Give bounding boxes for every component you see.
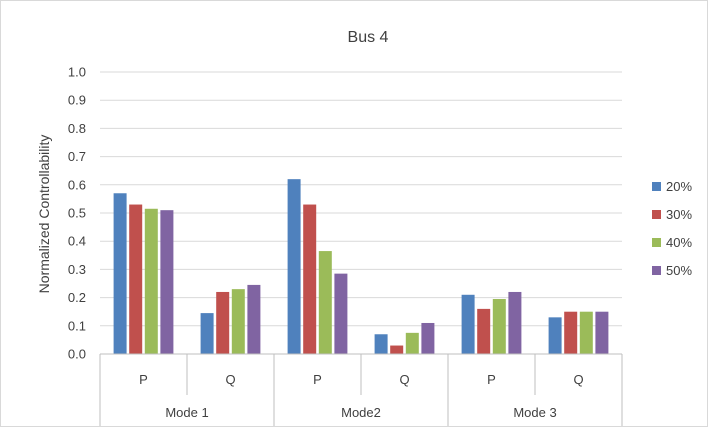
y-tick-label: 0.2 xyxy=(68,290,86,305)
bar xyxy=(477,308,491,354)
y-axis-label: Normalized Controllability xyxy=(36,135,52,294)
y-tick-label: 0.6 xyxy=(68,177,86,192)
x-category-label: P xyxy=(487,372,496,387)
x-category-label: Q xyxy=(573,372,583,387)
bars xyxy=(113,179,609,354)
bar xyxy=(129,204,143,354)
legend-swatch xyxy=(652,238,661,247)
bar xyxy=(287,179,301,354)
bar xyxy=(548,317,562,354)
bar xyxy=(231,289,245,354)
legend-label: 30% xyxy=(666,207,692,222)
y-tick-label: 0.7 xyxy=(68,149,86,164)
legend-swatch xyxy=(652,266,661,275)
bar xyxy=(160,210,174,354)
legend-label: 20% xyxy=(666,179,692,194)
bar xyxy=(390,345,404,354)
x-group-label: Mode 1 xyxy=(165,405,208,420)
x-category-label: P xyxy=(313,372,322,387)
y-tick-label: 0.3 xyxy=(68,262,86,277)
legend-swatch xyxy=(652,182,661,191)
bar xyxy=(492,299,506,354)
bar xyxy=(318,251,332,354)
bar xyxy=(216,291,230,354)
y-tick-label: 0.8 xyxy=(68,121,86,136)
bar xyxy=(113,193,127,354)
bar xyxy=(144,208,158,354)
bar xyxy=(200,313,214,354)
legend-label: 40% xyxy=(666,235,692,250)
x-group-label: Mode2 xyxy=(341,405,381,420)
y-tick-label: 0.9 xyxy=(68,93,86,108)
x-category-label: Q xyxy=(225,372,235,387)
legend: 20% 30% 40% 50% xyxy=(652,179,692,278)
bar xyxy=(405,332,419,354)
y-tick-label: 0.0 xyxy=(68,347,86,362)
y-tick-label: 1.0 xyxy=(68,65,86,80)
bar xyxy=(421,322,435,354)
bar xyxy=(564,311,578,354)
x-category-label: P xyxy=(139,372,148,387)
gridlines xyxy=(100,71,622,327)
bar xyxy=(508,291,522,354)
y-tick-label: 0.4 xyxy=(68,234,86,249)
bar xyxy=(247,284,261,354)
y-tick-label: 0.5 xyxy=(68,206,86,221)
bar xyxy=(595,311,609,354)
bar xyxy=(334,273,348,354)
legend-label: 50% xyxy=(666,263,692,278)
bar xyxy=(374,334,388,354)
legend-swatch xyxy=(652,210,661,219)
x-category-label: Q xyxy=(399,372,409,387)
y-ticks: 0.0 0.1 0.2 0.3 0.4 0.5 0.6 0.7 0.8 0.9 1.0 xyxy=(68,65,86,362)
y-tick-label: 0.1 xyxy=(68,318,86,333)
bar xyxy=(303,204,317,354)
x-group-label: Mode 3 xyxy=(513,405,556,420)
chart-title: Bus 4 xyxy=(348,29,389,46)
x-axis: P Q P Q P Q Mode 1 Mode2 Mode 3 xyxy=(99,353,623,426)
bar xyxy=(461,294,475,354)
bar xyxy=(579,311,593,354)
